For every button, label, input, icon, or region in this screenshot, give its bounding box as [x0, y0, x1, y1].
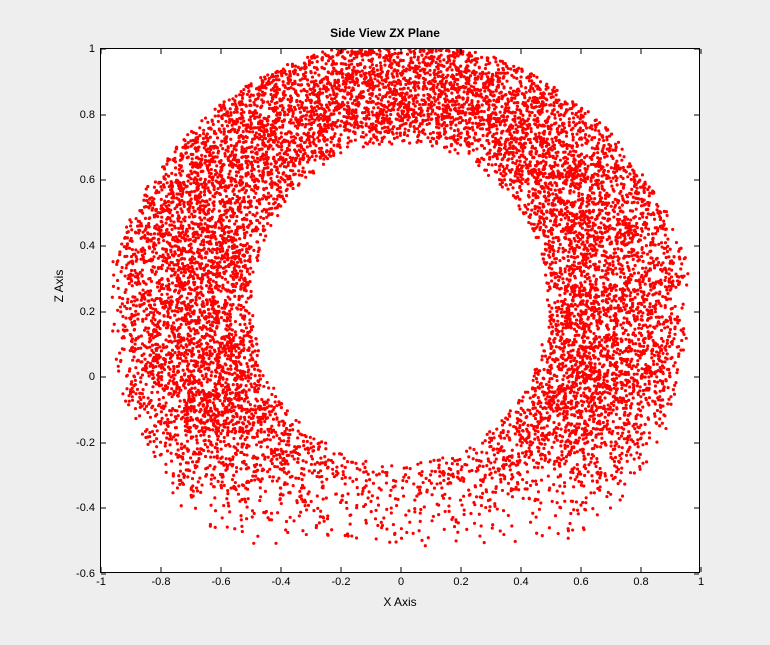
x-tick-label: 0.6	[573, 576, 588, 588]
y-tick-label: 1	[89, 43, 95, 55]
x-tick-label: 0.4	[513, 576, 528, 588]
scatter-layer	[101, 49, 699, 572]
y-tick-label: 0.4	[80, 240, 95, 252]
x-tick-label: -0.4	[272, 576, 291, 588]
y-tick-label: -0.6	[76, 568, 95, 580]
x-tick-label: 0.2	[453, 576, 468, 588]
scatter-points	[111, 49, 690, 547]
y-axis-label: Z Axis	[52, 236, 66, 336]
x-axis-label: X Axis	[100, 595, 700, 609]
y-tick-label: 0.8	[80, 109, 95, 121]
y-tick-label: -0.4	[76, 502, 95, 514]
x-tick-label: 1	[698, 576, 704, 588]
x-tick-label: -0.8	[152, 576, 171, 588]
figure: Side View ZX Plane -1-0.8-0.6-0.4-0.200.…	[0, 0, 770, 645]
y-tick-label: -0.2	[76, 437, 95, 449]
x-tick-label: -0.6	[212, 576, 231, 588]
y-tick-label: 0	[89, 371, 95, 383]
x-tick-label: -0.2	[332, 576, 351, 588]
plot-area: -1-0.8-0.6-0.4-0.200.20.40.60.81-0.6-0.4…	[100, 48, 700, 573]
x-tick-label: 0.8	[633, 576, 648, 588]
y-tick-label: 0.6	[80, 174, 95, 186]
chart-title: Side View ZX Plane	[0, 26, 770, 40]
y-tick-label: 0.2	[80, 306, 95, 318]
x-tick-label: 0	[398, 576, 404, 588]
x-tick-label: -1	[96, 576, 106, 588]
